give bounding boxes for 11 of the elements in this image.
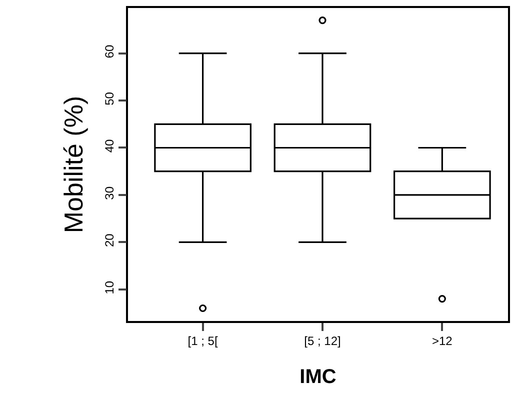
y-axis-title: Mobilité (%) bbox=[58, 96, 88, 234]
x-axis-title: IMC bbox=[300, 366, 336, 388]
y-tick-label: 40 bbox=[102, 138, 116, 153]
y-tick-label: 50 bbox=[102, 92, 116, 106]
x-tick-label: [5 ; 12] bbox=[304, 334, 341, 348]
x-tick-label: [1 ; 5[ bbox=[188, 334, 218, 348]
y-tick-label: 60 bbox=[102, 44, 116, 58]
y-tick-label: 30 bbox=[102, 186, 116, 200]
y-tick-label: 20 bbox=[102, 233, 116, 248]
x-tick-label: >12 bbox=[432, 334, 453, 348]
y-tick-label: 10 bbox=[102, 280, 116, 294]
